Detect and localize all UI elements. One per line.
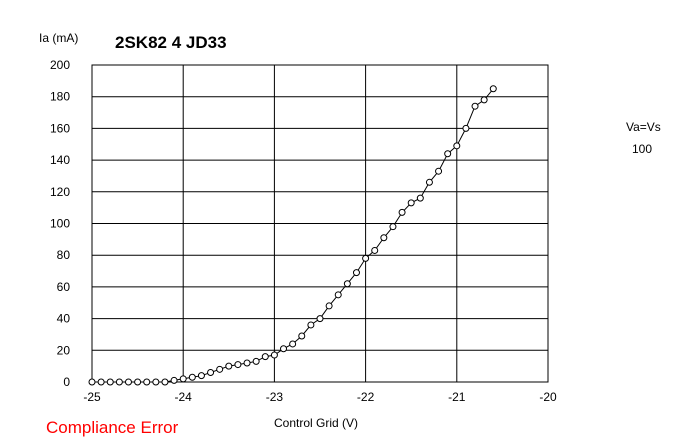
data-point	[334, 291, 342, 299]
y-tick-label: 60	[57, 280, 71, 294]
data-point	[435, 167, 443, 175]
data-point	[444, 150, 452, 158]
data-point	[380, 234, 388, 242]
data-point	[462, 124, 470, 132]
grid	[91, 64, 549, 383]
y-tick-label: 160	[50, 121, 70, 135]
data-point	[124, 378, 132, 386]
data-point	[371, 246, 379, 254]
y-ticks: 0 20 40 60 80 100 120 140 160 180 200	[50, 58, 70, 389]
y-axis-label: Ia (mA)	[39, 31, 78, 45]
x-tick-label: -23	[266, 390, 284, 404]
data-point	[316, 315, 324, 323]
data-point	[179, 375, 187, 383]
data-point	[134, 378, 142, 386]
data-point	[106, 378, 114, 386]
data-point	[425, 178, 433, 186]
data-point	[170, 376, 178, 384]
data-point	[307, 321, 315, 329]
data-point	[298, 332, 306, 340]
data-points	[88, 85, 497, 386]
data-point	[243, 359, 251, 367]
y-tick-label: 120	[50, 185, 70, 199]
data-point	[188, 373, 196, 381]
data-point	[115, 378, 123, 386]
chart-title: 2SK82 4 JD33	[115, 33, 227, 52]
data-point	[325, 302, 333, 310]
data-point	[143, 378, 151, 386]
data-point	[471, 102, 479, 110]
data-point	[480, 96, 488, 104]
data-point	[280, 345, 288, 353]
data-point	[216, 365, 224, 373]
y-tick-label: 140	[50, 153, 70, 167]
data-point	[88, 378, 96, 386]
data-point	[352, 269, 360, 277]
x-tick-label: -25	[83, 390, 101, 404]
data-point	[207, 368, 215, 376]
y-tick-label: 20	[57, 343, 71, 357]
data-point	[289, 340, 297, 348]
data-point	[398, 208, 406, 216]
condition-label: Va=Vs	[626, 120, 661, 134]
y-tick-label: 40	[57, 312, 71, 326]
x-axis-label: Control Grid (V)	[274, 416, 358, 430]
x-ticks: -25 -24 -23 -22 -21 -20	[83, 390, 557, 404]
data-point	[453, 142, 461, 150]
plot-frame	[91, 64, 549, 383]
y-tick-label: 80	[57, 248, 71, 262]
y-tick-label: 200	[50, 58, 70, 72]
x-tick-label: -21	[448, 390, 466, 404]
data-point	[234, 361, 242, 369]
condition-value: 100	[632, 142, 652, 156]
data-point	[197, 372, 205, 380]
data-point	[407, 199, 415, 207]
x-tick-label: -24	[175, 390, 193, 404]
data-point	[252, 357, 260, 365]
compliance-error-text: Compliance Error	[46, 418, 179, 437]
data-point	[261, 353, 269, 361]
y-tick-label: 0	[63, 375, 70, 389]
data-point	[489, 85, 497, 93]
data-point	[225, 362, 233, 370]
data-point	[389, 223, 397, 231]
x-tick-label: -20	[539, 390, 557, 404]
series-line	[92, 88, 494, 383]
x-tick-label: -22	[357, 390, 375, 404]
data-point	[416, 194, 424, 202]
data-point	[362, 254, 370, 262]
y-tick-label: 180	[50, 90, 70, 104]
data-point	[343, 280, 351, 288]
data-point	[97, 378, 105, 386]
y-tick-label: 100	[50, 217, 70, 231]
data-point	[270, 351, 278, 359]
data-point	[161, 378, 169, 386]
data-point	[152, 378, 160, 386]
